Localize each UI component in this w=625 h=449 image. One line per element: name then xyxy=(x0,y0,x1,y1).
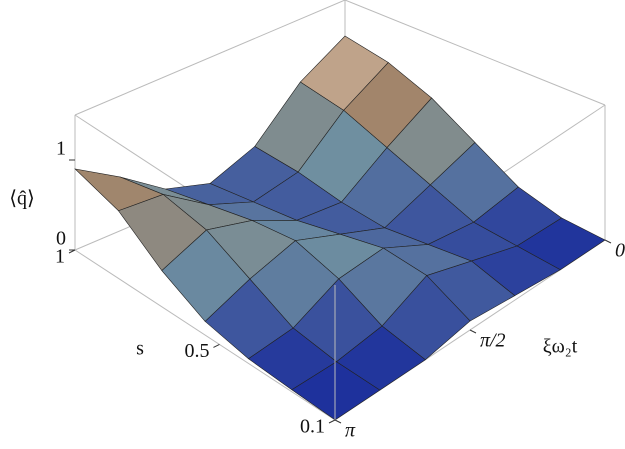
z-tick-label: 0 xyxy=(56,228,66,250)
box-edge xyxy=(74,0,346,116)
box-edge xyxy=(74,249,336,421)
y-tick xyxy=(469,329,477,334)
x-tick-label: 0.5 xyxy=(184,340,209,362)
x-tick xyxy=(328,419,336,424)
z-tick-label: 1 xyxy=(56,138,66,160)
surface-patch xyxy=(291,361,381,421)
box-edge xyxy=(344,0,606,106)
y-tick-label: 0 xyxy=(615,240,625,262)
y-tick-label: π xyxy=(345,420,356,442)
y-tick xyxy=(604,239,612,244)
x-tick xyxy=(213,343,220,348)
z-axis-label: ⟨q̂⟩ xyxy=(9,188,35,210)
x-axis-label: s xyxy=(136,338,144,360)
x-tick-label: 0.1 xyxy=(300,416,325,438)
y-axis-label: ξω₂t xyxy=(543,336,578,358)
x-tick-label: 1 xyxy=(55,246,65,268)
y-tick-label: π/2 xyxy=(480,330,506,352)
y-tick xyxy=(334,419,342,424)
